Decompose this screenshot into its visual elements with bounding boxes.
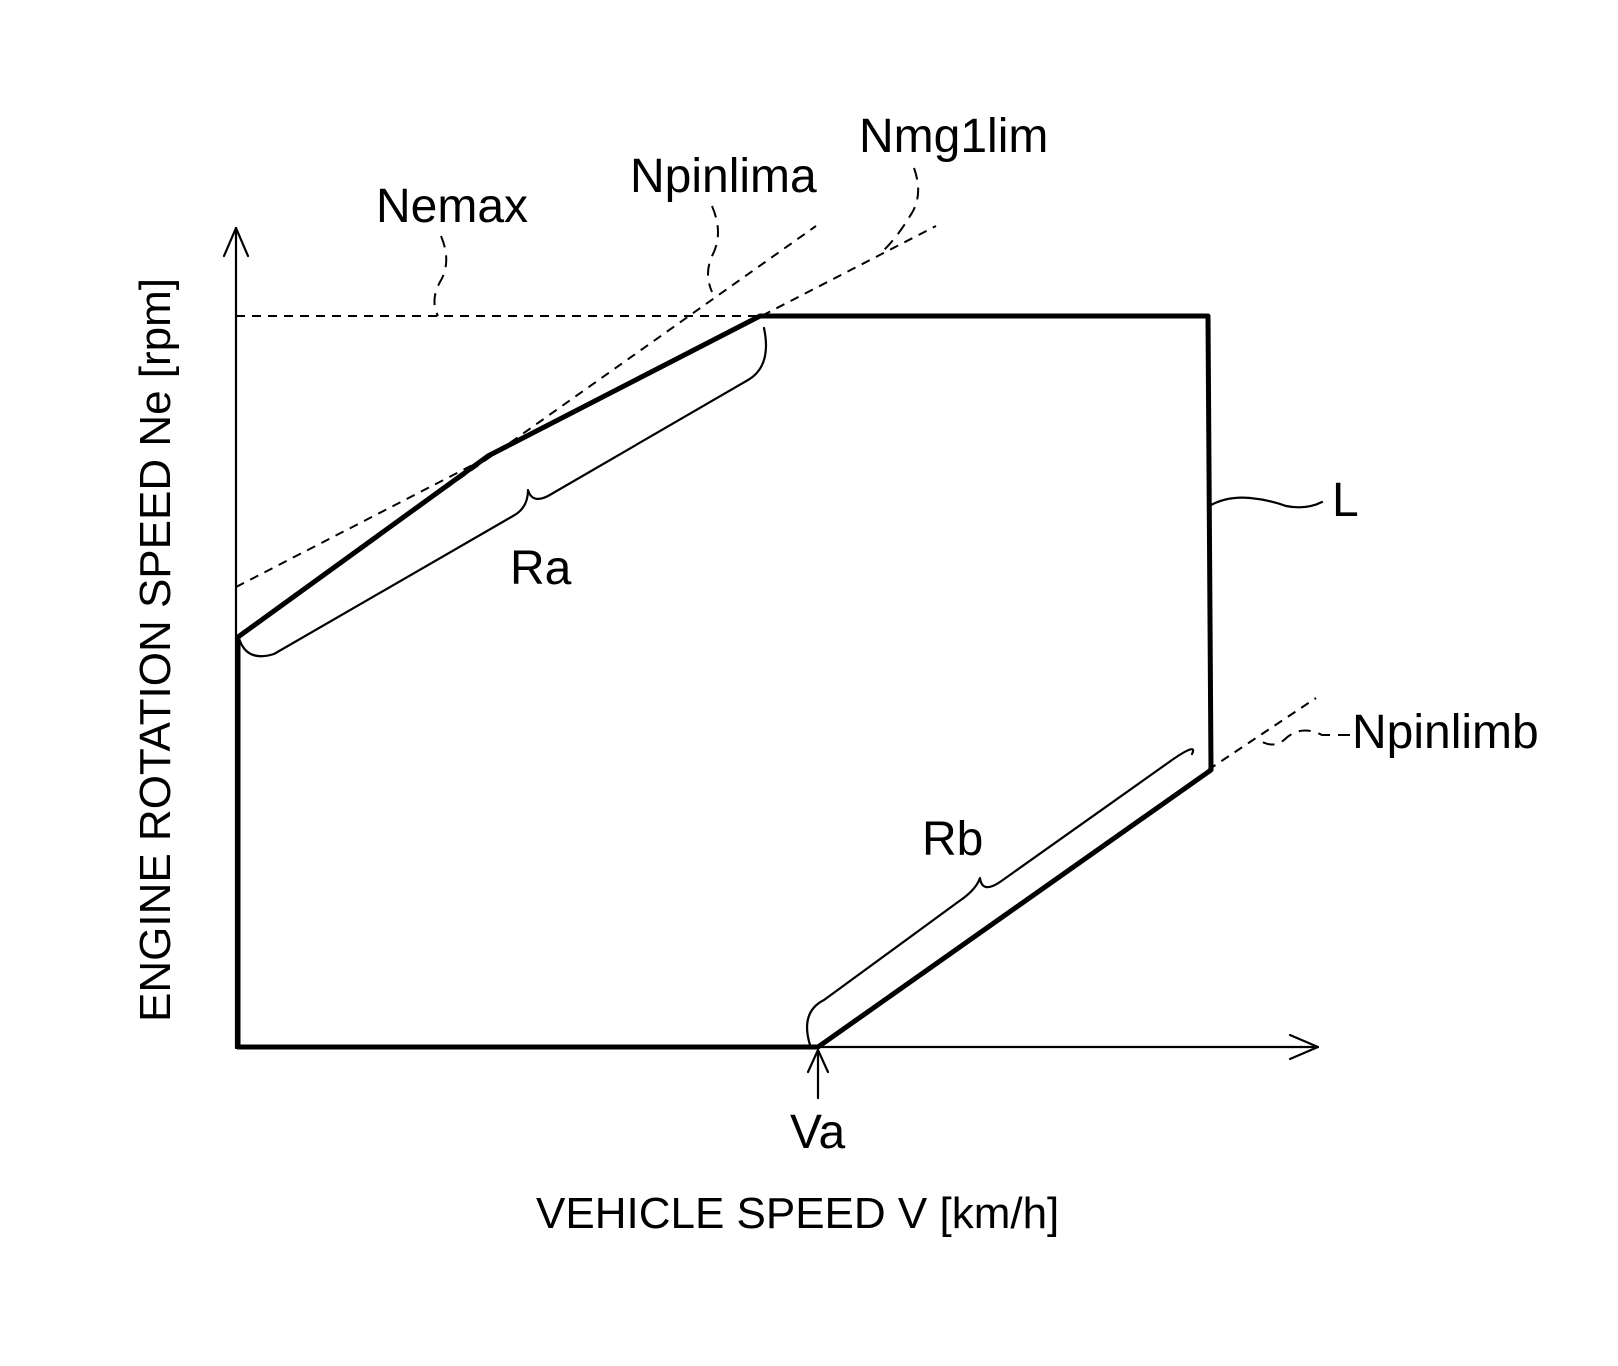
- npinlimb-line: [1208, 698, 1316, 770]
- va-label: Va: [790, 1106, 845, 1159]
- npinlimb-leader: [1256, 731, 1350, 745]
- l-leader: [1211, 498, 1322, 508]
- npinlima-leader: [708, 206, 718, 292]
- x-axis-title: VEHICLE SPEED V [km/h]: [536, 1189, 1059, 1238]
- npinlima-label: Npinlima: [630, 150, 817, 203]
- nemax-label: Nemax: [376, 180, 528, 233]
- l-label: L: [1332, 474, 1359, 527]
- ra-brace: [240, 328, 766, 656]
- ra-label: Ra: [510, 542, 572, 595]
- y-axis-title: ENGINE ROTATION SPEED Ne [rpm]: [131, 278, 180, 1022]
- nmg1lim-label: Nmg1lim: [859, 110, 1048, 163]
- nmg1lim-leader: [884, 168, 918, 250]
- va-arrow: [808, 1050, 828, 1098]
- npinlimb-label: Npinlimb: [1352, 706, 1539, 759]
- nemax-leader: [434, 236, 446, 316]
- rb-brace: [807, 749, 1193, 1045]
- operating-region-boundary-L: [238, 316, 1211, 1047]
- rb-label: Rb: [922, 813, 983, 866]
